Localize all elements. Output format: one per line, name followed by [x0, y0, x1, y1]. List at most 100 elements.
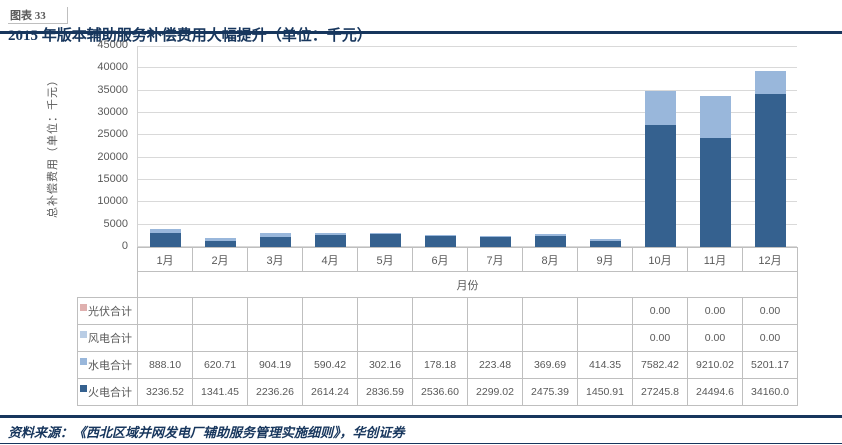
table-value-cell — [523, 325, 578, 352]
table-value-cell: 24494.6 — [688, 379, 743, 406]
table-value-cell — [468, 298, 523, 325]
gridline — [138, 246, 797, 247]
table-value-cell — [138, 298, 193, 325]
gridline — [138, 223, 797, 225]
series-label: 水电合计 — [78, 352, 138, 379]
table-value-cell: 414.35 — [578, 352, 633, 379]
y-tick-label: 20000 — [97, 150, 128, 163]
x-tick-label: 4月 — [303, 248, 358, 271]
series-label: 光伏合计 — [78, 298, 138, 325]
legend-swatch — [80, 384, 87, 392]
gridline — [138, 46, 797, 47]
bar-segment-水电合计 — [755, 71, 786, 95]
table-value-cell — [248, 298, 303, 325]
table-value-cell — [413, 325, 468, 352]
table-row: 火电合计 3236.52 1341.45 2236.26 2614.24 2836.59 2… — [78, 379, 798, 406]
gridline — [138, 67, 797, 69]
x-tick-label: 3月 — [248, 248, 303, 271]
table-value-cell: 2236.26 — [248, 379, 303, 406]
table-value-cell — [138, 325, 193, 352]
table-value-cell: 3236.52 — [138, 379, 193, 406]
gridline — [138, 179, 797, 180]
bar-segment-水电合计 — [425, 234, 456, 236]
y-tick-label: 30000 — [97, 106, 128, 118]
table-value-cell — [193, 298, 248, 325]
series-label-text: 风电合计 — [88, 333, 132, 345]
figure-title: 图表 33 2015 年版本辅助服务补偿费用大幅提升（单位：千元） — [8, 7, 372, 45]
bar-segment-火电合计 — [535, 235, 566, 247]
x-tick-label: 5月 — [358, 248, 413, 271]
table-value-cell: 0.00 — [633, 325, 688, 352]
x-axis-title: 月份 — [137, 272, 798, 297]
table-row: 水电合计 888.10 620.71 904.19 590.42 302.16 178.18… — [78, 352, 798, 379]
chart-data-table: 光伏合计 0.00 0.00 0.00 风电合计 0.00 0.00 0.00 水电合计 888.… — [77, 297, 798, 406]
table-value-cell: 2536.60 — [413, 379, 468, 406]
table-value-cell: 1341.45 — [193, 379, 248, 406]
bar-segment-水电合计 — [260, 232, 291, 238]
plot-area — [137, 46, 797, 247]
bar-segment-水电合计 — [205, 238, 236, 242]
gridline — [138, 89, 797, 91]
bar-segment-火电合计 — [260, 237, 291, 247]
table-row: 光伏合计 0.00 0.00 0.00 — [78, 298, 798, 325]
table-value-cell: 34160.0 — [743, 379, 798, 406]
table-value-cell — [358, 298, 413, 325]
y-tick-label: 45000 — [97, 39, 128, 51]
table-value-cell: 178.18 — [413, 352, 468, 379]
table-value-cell — [193, 325, 248, 352]
table-value-cell — [413, 298, 468, 325]
table-value-cell — [248, 325, 303, 352]
bar-segment-水电合计 — [315, 232, 346, 236]
source-citation: 资料来源：《西北区域并网发电厂辅助服务管理实施细则》，华创证券 — [8, 425, 405, 440]
table-value-cell — [303, 298, 358, 325]
table-value-cell: 27245.8 — [633, 379, 688, 406]
title-divider — [0, 31, 842, 34]
table-value-cell: 2299.02 — [468, 379, 523, 406]
bar-segment-火电合计 — [755, 94, 786, 247]
table-value-cell: 2836.59 — [358, 379, 413, 406]
table-value-cell: 302.16 — [358, 352, 413, 379]
source-divider — [0, 415, 842, 418]
y-axis-title: 总补偿费用（单位：千元） — [47, 74, 59, 218]
x-tick-label: 1月 — [138, 248, 193, 271]
bar-segment-火电合计 — [370, 234, 401, 247]
figure-number: 图表 33 — [8, 7, 68, 24]
table-value-cell: 2475.39 — [523, 379, 578, 406]
series-label-text: 光伏合计 — [88, 306, 132, 318]
table-value-cell: 7582.42 — [633, 352, 688, 379]
x-tick-label: 9月 — [578, 248, 633, 271]
bar-segment-火电合计 — [590, 240, 621, 247]
y-tick-label: 40000 — [97, 61, 128, 74]
legend-swatch — [80, 330, 87, 338]
bar-segment-水电合计 — [590, 238, 621, 241]
legend-swatch — [80, 357, 87, 365]
bar-segment-水电合计 — [535, 234, 566, 236]
x-tick-label: 2月 — [193, 248, 248, 271]
table-value-cell: 0.00 — [743, 298, 798, 325]
bar-segment-火电合计 — [480, 236, 511, 247]
gridline — [138, 134, 797, 136]
table-value-cell: 2614.24 — [303, 379, 358, 406]
x-tick-label: 11月 — [688, 248, 743, 271]
bar-segment-火电合计 — [315, 235, 346, 247]
table-value-cell — [578, 325, 633, 352]
y-tick-label: 10000 — [97, 195, 128, 208]
bar-segment-火电合计 — [645, 125, 676, 247]
y-tick-label: 35000 — [97, 83, 128, 96]
bar-segment-火电合计 — [700, 137, 731, 247]
table-value-cell: 0.00 — [688, 298, 743, 325]
series-label: 风电合计 — [78, 325, 138, 352]
table-value-cell: 5201.17 — [743, 352, 798, 379]
bar-segment-水电合计 — [150, 228, 181, 233]
table-value-cell: 590.42 — [303, 352, 358, 379]
y-tick-label: 25000 — [97, 128, 128, 141]
table-value-cell: 0.00 — [633, 298, 688, 325]
table-value-cell: 904.19 — [248, 352, 303, 379]
gridline — [138, 156, 797, 158]
bar-segment-火电合计 — [205, 241, 236, 247]
table-value-cell — [303, 325, 358, 352]
table-value-cell: 0.00 — [743, 325, 798, 352]
table-value-cell — [468, 325, 523, 352]
table-value-cell — [523, 298, 578, 325]
series-label: 火电合计 — [78, 379, 138, 406]
